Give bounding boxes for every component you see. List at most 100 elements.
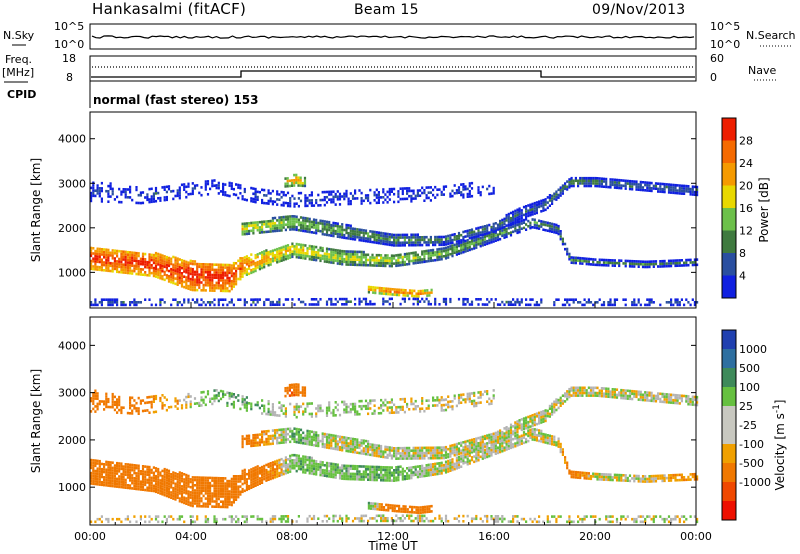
data-cell (308, 194, 311, 197)
data-cell (323, 255, 326, 258)
data-cell (193, 262, 197, 266)
data-cell (310, 247, 313, 251)
data-cell (555, 298, 558, 301)
data-cell (325, 300, 329, 304)
data-cell (198, 283, 201, 287)
data-cell (356, 258, 359, 261)
data-cell (356, 230, 359, 234)
data-cell (315, 229, 318, 232)
data-cell (96, 247, 99, 251)
data-cell (412, 243, 415, 247)
data-cell (213, 271, 216, 274)
data-cell (215, 479, 218, 482)
data-cell (615, 298, 619, 301)
data-cell (393, 257, 396, 260)
data-cell (388, 297, 391, 301)
data-cell (107, 184, 110, 188)
data-cell (343, 197, 346, 201)
data-cell (393, 469, 396, 472)
data-cell (592, 475, 595, 478)
data-cell (358, 465, 361, 468)
data-cell (150, 303, 153, 307)
data-cell (548, 442, 551, 445)
data-cell (271, 254, 274, 258)
data-cell (680, 264, 683, 267)
data-cell (187, 498, 190, 501)
data-cell (293, 432, 296, 436)
data-cell (416, 191, 419, 195)
data-cell (204, 188, 207, 191)
data-cell (90, 471, 93, 475)
data-cell (507, 226, 510, 230)
data-cell (377, 468, 380, 471)
data-cell (213, 184, 216, 187)
data-cell (183, 185, 186, 189)
data-cell (200, 486, 203, 490)
data-cell (282, 248, 285, 251)
data-cell (276, 192, 279, 196)
data-cell (408, 257, 411, 261)
data-cell (228, 498, 231, 501)
data-cell (139, 191, 142, 194)
data-cell (295, 176, 298, 179)
data-cell (631, 187, 634, 191)
data-cell (284, 466, 287, 470)
data-cell (282, 258, 285, 262)
data-cell (276, 190, 279, 193)
data-cell (256, 190, 259, 194)
data-cell (157, 470, 160, 474)
data-cell (167, 482, 171, 486)
data-cell (152, 266, 155, 270)
data-cell (648, 477, 651, 481)
data-cell (570, 261, 573, 264)
data-cell (589, 477, 593, 481)
data-cell (436, 235, 439, 239)
data-cell (341, 223, 344, 226)
data-cell (299, 436, 303, 439)
data-cell (280, 229, 283, 232)
data-cell (561, 237, 564, 241)
data-cell (330, 465, 333, 468)
data-cell (369, 201, 372, 205)
data-cell (293, 228, 296, 231)
nave-tick-high: 60 (710, 52, 724, 65)
data-cell (468, 248, 471, 252)
data-cell (269, 477, 272, 481)
data-cell (183, 280, 186, 284)
data-cell (509, 438, 513, 442)
data-cell (525, 303, 528, 307)
data-cell (211, 494, 214, 498)
data-cell (689, 478, 692, 481)
data-cell (652, 260, 655, 263)
data-cell (641, 181, 645, 184)
data-cell (304, 194, 307, 197)
data-cell (306, 434, 309, 438)
data-cell (200, 489, 203, 492)
data-cell (213, 276, 216, 279)
data-cell (245, 485, 248, 489)
data-cell (315, 441, 318, 445)
data-cell (319, 473, 322, 477)
data-cell (165, 258, 168, 262)
data-cell (553, 228, 556, 231)
data-cell (148, 258, 151, 262)
data-cell (100, 263, 103, 267)
data-cell (222, 487, 225, 490)
data-cell (451, 460, 454, 464)
data-cell (215, 497, 218, 501)
data-cell (358, 231, 361, 234)
data-cell (289, 427, 292, 431)
data-cell (501, 444, 504, 448)
data-cell (144, 473, 147, 476)
data-cell (254, 195, 257, 199)
data-cell (301, 181, 304, 185)
data-cell (514, 303, 517, 306)
data-cell (219, 298, 223, 301)
data-cell (644, 181, 647, 184)
data-cell (354, 263, 357, 267)
data-cell (280, 438, 283, 442)
data-cell (111, 264, 114, 268)
data-cell (628, 259, 632, 263)
data-cell (265, 463, 268, 467)
data-cell (133, 479, 136, 483)
